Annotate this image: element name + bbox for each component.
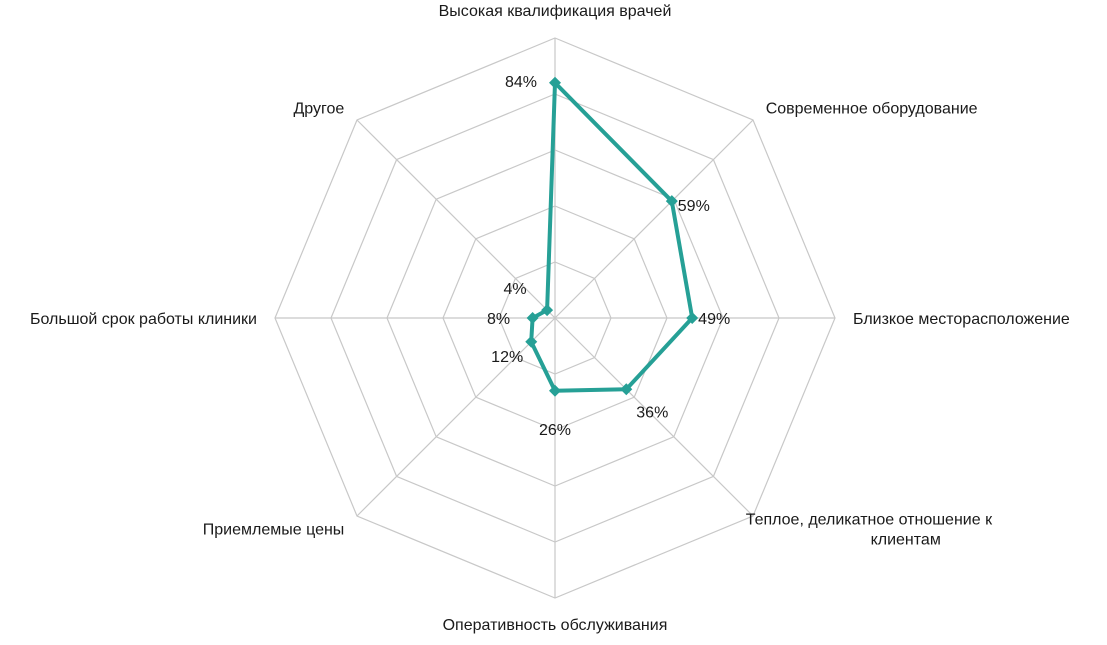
data-point-marker xyxy=(549,76,561,89)
value-label: 36% xyxy=(636,404,668,421)
value-label: 84% xyxy=(505,74,537,91)
grid-spoke xyxy=(554,317,754,517)
grid-spoke xyxy=(356,317,556,517)
category-labels: Высокая квалификация врачей Современное о… xyxy=(30,3,1070,634)
value-label: 4% xyxy=(504,281,527,298)
category-label: Высокая квалификация врачей xyxy=(439,3,672,20)
value-label: 59% xyxy=(678,198,710,215)
radar-grid xyxy=(274,37,836,599)
value-label: 12% xyxy=(491,349,523,366)
grid-spoke xyxy=(554,119,754,319)
category-label: Большой срок работы клиники xyxy=(30,311,257,328)
data-point-marker xyxy=(620,383,633,396)
category-label: Оперативность обслуживания xyxy=(443,617,668,634)
grid-spoke xyxy=(356,119,556,319)
value-labels: 84% 59% 49% 36% 26% 12% 8% 4% xyxy=(487,74,730,439)
category-label: Близкое месторасположение xyxy=(853,311,1070,328)
data-point-marker xyxy=(526,312,539,324)
series-layer xyxy=(525,76,699,397)
data-point-marker xyxy=(541,304,554,317)
category-label: Современное оборудование xyxy=(766,100,978,117)
category-label: Приемлемые цены xyxy=(203,522,345,539)
data-point-marker xyxy=(549,384,561,397)
data-point-marker xyxy=(665,195,678,208)
data-point-marker xyxy=(686,312,699,324)
data-point-marker xyxy=(525,335,538,348)
category-label: Другое xyxy=(293,100,344,117)
value-label: 8% xyxy=(487,311,510,328)
category-label: Теплое, деликатное отношение к клиентам xyxy=(746,512,993,549)
value-label: 49% xyxy=(698,311,730,328)
value-label: 26% xyxy=(539,422,571,439)
